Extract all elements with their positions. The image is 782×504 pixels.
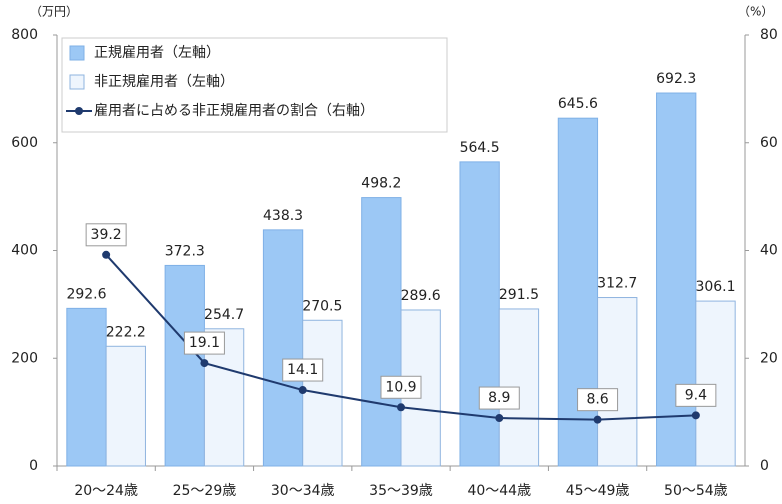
- bar-value-label: 222.2: [106, 324, 146, 340]
- bar-value-label: 438.3: [263, 208, 303, 224]
- bar-value-label: 692.3: [656, 71, 696, 87]
- line-value-label: 8.9: [488, 390, 510, 406]
- line-value-label: 9.4: [685, 387, 707, 403]
- line-label-box: [478, 386, 520, 410]
- y2-tick-label: 0: [760, 458, 769, 474]
- bar: [66, 307, 107, 467]
- y-unit-label: （万円）: [30, 5, 78, 19]
- bar-value-label: 291.5: [499, 287, 539, 303]
- bar: [361, 197, 402, 467]
- bar-value-label: 372.3: [165, 243, 205, 259]
- legend-label: 雇用者に占める非正規雇用者の割合（右軸）: [94, 102, 374, 119]
- y-tick-label: 0: [29, 458, 38, 474]
- bar-value-label: 270.5: [302, 298, 342, 314]
- line-point: [691, 411, 700, 420]
- line-value-label: 39.2: [91, 227, 122, 243]
- legend-label: 正規雇用者（左軸）: [94, 44, 220, 61]
- line-label-box: [380, 375, 422, 399]
- x-tick-label: 25～29歳: [173, 483, 237, 499]
- y2-unit-label: （%）: [738, 5, 773, 19]
- y-tick-label: 400: [11, 243, 38, 259]
- line-point: [200, 359, 209, 368]
- bar: [164, 264, 205, 467]
- line-label-box: [183, 331, 225, 355]
- bar-value-label: 312.7: [597, 276, 637, 292]
- line-point: [495, 414, 504, 423]
- x-tick-label: 20～24歳: [74, 483, 138, 499]
- y-tick-label: 600: [11, 135, 38, 151]
- y2-tick-label: 80: [760, 27, 778, 43]
- bar-value-label: 306.1: [695, 279, 735, 295]
- x-tick-label: 40～44歳: [467, 483, 531, 499]
- line-label-box: [577, 388, 619, 412]
- bar-value-label: 289.6: [401, 288, 441, 304]
- line-value-label: 14.1: [287, 362, 318, 378]
- line-value-label: 10.9: [385, 379, 416, 395]
- x-tick-label: 30～34歳: [271, 483, 335, 499]
- bar: [597, 297, 638, 467]
- bar: [656, 92, 697, 467]
- line-point: [397, 403, 405, 412]
- legend-swatch: [69, 74, 85, 90]
- line-value-label: 19.1: [189, 335, 220, 351]
- bar: [105, 345, 146, 467]
- legend-box: [61, 37, 448, 133]
- y-tick-label: 200: [11, 350, 38, 366]
- bar: [459, 161, 500, 467]
- line-label-box: [85, 223, 127, 247]
- x-tick-label: 35～39歳: [369, 483, 433, 499]
- legend-dot: [75, 107, 83, 115]
- y2-tick-label: 20: [760, 350, 778, 366]
- y-tick-label: 800: [11, 27, 38, 43]
- bar-value-label: 292.6: [66, 286, 106, 302]
- bar-value-label: 254.7: [204, 307, 244, 323]
- legend-label: 非正規雇用者（左軸）: [94, 73, 234, 90]
- bar: [695, 300, 736, 467]
- line-label-box: [282, 358, 324, 382]
- y2-tick-label: 60: [760, 135, 778, 151]
- line-point: [298, 386, 307, 395]
- legend-swatch: [69, 45, 85, 61]
- x-tick-label: 50～54歳: [664, 483, 728, 499]
- line-point: [102, 250, 111, 259]
- x-tick-label: 45～49歳: [566, 483, 630, 499]
- bar-value-label: 564.5: [460, 140, 500, 156]
- y2-tick-label: 40: [760, 243, 778, 259]
- line-value-label: 8.6: [586, 392, 608, 408]
- bar: [262, 229, 304, 467]
- line-point: [593, 415, 602, 424]
- bar-value-label: 645.6: [558, 96, 598, 112]
- bar: [557, 117, 599, 467]
- line-label-box: [675, 383, 717, 407]
- bar-value-label: 498.2: [361, 176, 401, 192]
